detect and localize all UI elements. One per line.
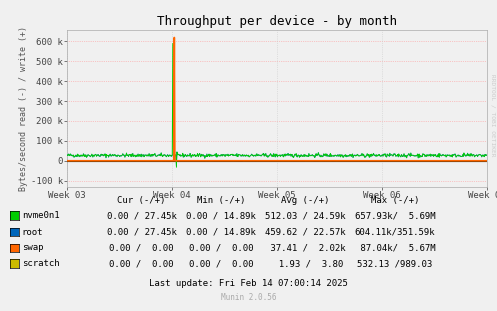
- Text: 459.62 / 22.57k: 459.62 / 22.57k: [265, 228, 346, 236]
- Text: 0.00 / 14.89k: 0.00 / 14.89k: [186, 228, 256, 236]
- Text: 0.00 / 14.89k: 0.00 / 14.89k: [186, 211, 256, 220]
- Text: Avg (-/+): Avg (-/+): [281, 196, 330, 205]
- Text: 0.00 /  0.00: 0.00 / 0.00: [109, 244, 174, 252]
- Text: 532.13 /989.03: 532.13 /989.03: [357, 259, 433, 268]
- Text: RRDTOOL / TOBI OETIKER: RRDTOOL / TOBI OETIKER: [491, 74, 496, 156]
- Y-axis label: Bytes/second read (-) / write (+): Bytes/second read (-) / write (+): [19, 26, 28, 191]
- Text: 657.93k/  5.69M: 657.93k/ 5.69M: [355, 211, 435, 220]
- Text: 87.04k/  5.67M: 87.04k/ 5.67M: [355, 244, 435, 252]
- Text: Munin 2.0.56: Munin 2.0.56: [221, 294, 276, 302]
- Text: 0.00 /  0.00: 0.00 / 0.00: [189, 244, 253, 252]
- Text: 512.03 / 24.59k: 512.03 / 24.59k: [265, 211, 346, 220]
- Text: nvme0n1: nvme0n1: [22, 211, 60, 220]
- Text: Cur (-/+): Cur (-/+): [117, 196, 166, 205]
- Text: Last update: Fri Feb 14 07:00:14 2025: Last update: Fri Feb 14 07:00:14 2025: [149, 279, 348, 287]
- Text: 0.00 /  0.00: 0.00 / 0.00: [109, 259, 174, 268]
- Title: Throughput per device - by month: Throughput per device - by month: [157, 15, 397, 28]
- Text: swap: swap: [22, 244, 43, 252]
- Text: root: root: [22, 228, 43, 236]
- Text: 604.11k/351.59k: 604.11k/351.59k: [355, 228, 435, 236]
- Text: 0.00 /  0.00: 0.00 / 0.00: [189, 259, 253, 268]
- Text: 0.00 / 27.45k: 0.00 / 27.45k: [107, 211, 176, 220]
- Text: 0.00 / 27.45k: 0.00 / 27.45k: [107, 228, 176, 236]
- Text: Max (-/+): Max (-/+): [371, 196, 419, 205]
- Text: 1.93 /  3.80: 1.93 / 3.80: [268, 259, 343, 268]
- Text: scratch: scratch: [22, 259, 60, 268]
- Text: 37.41 /  2.02k: 37.41 / 2.02k: [265, 244, 346, 252]
- Text: Min (-/+): Min (-/+): [197, 196, 246, 205]
